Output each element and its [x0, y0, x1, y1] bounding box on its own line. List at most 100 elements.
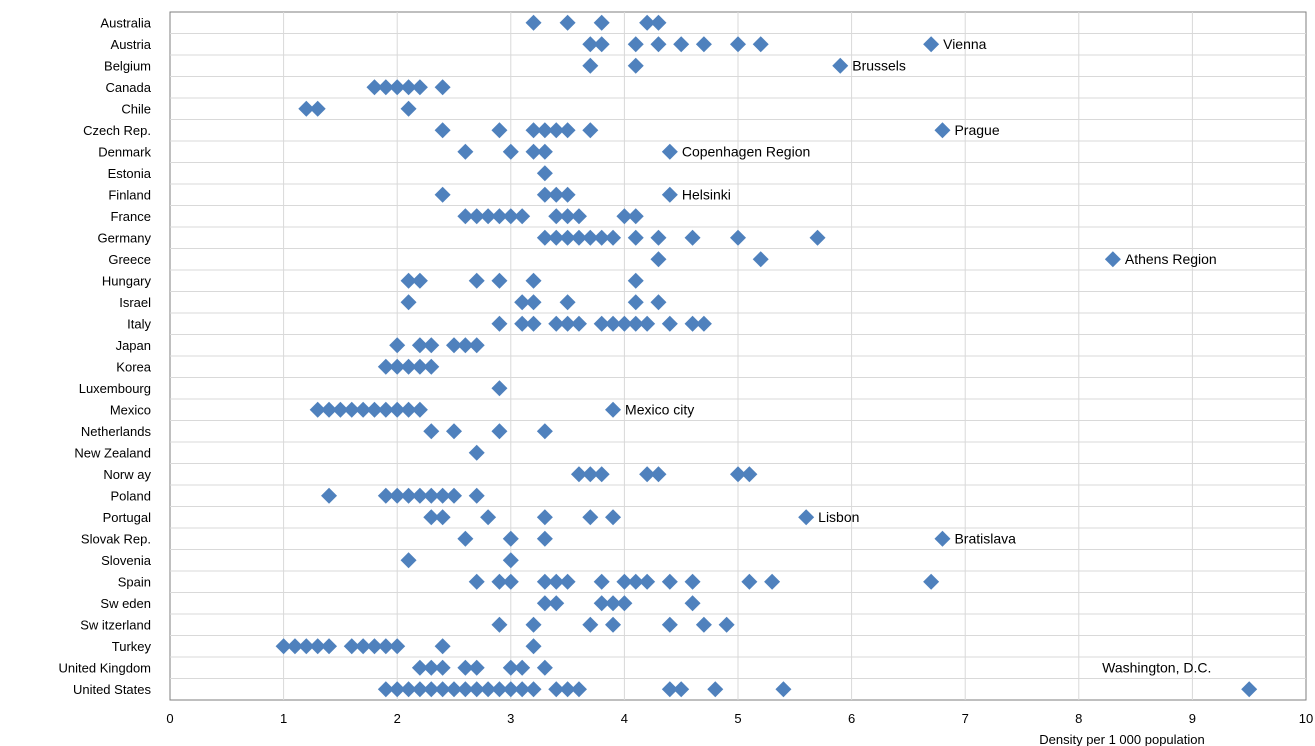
data-point — [764, 573, 781, 590]
annotation-label: Copenhagen Region — [682, 143, 810, 159]
data-point — [411, 79, 428, 96]
data-point — [491, 616, 508, 633]
data-point — [389, 337, 406, 354]
data-point — [605, 315, 622, 332]
data-point — [559, 208, 576, 225]
data-point — [457, 143, 474, 160]
data-point — [298, 100, 315, 117]
data-point — [321, 487, 338, 504]
data-point — [434, 659, 451, 676]
data-point — [536, 165, 553, 182]
x-tick-label: 0 — [166, 711, 173, 726]
category-label: United States — [73, 682, 152, 697]
data-point — [559, 681, 576, 698]
data-point — [627, 573, 644, 590]
data-point — [514, 208, 531, 225]
data-point — [593, 229, 610, 246]
data-point — [411, 337, 428, 354]
data-point — [673, 36, 690, 53]
data-point — [457, 208, 474, 225]
data-point — [400, 401, 417, 418]
x-tick-label: 3 — [507, 711, 514, 726]
data-point — [559, 573, 576, 590]
data-point — [525, 272, 542, 289]
x-tick-label: 1 — [280, 711, 287, 726]
data-point — [400, 100, 417, 117]
data-point — [605, 595, 622, 612]
category-label: Sw itzerland — [80, 617, 151, 632]
data-point — [377, 358, 394, 375]
data-point — [1241, 681, 1258, 698]
data-point — [309, 638, 326, 655]
data-point — [832, 57, 849, 74]
category-label: Czech Rep. — [83, 123, 151, 138]
category-label: Luxembourg — [79, 381, 151, 396]
data-point — [639, 466, 656, 483]
data-point — [502, 208, 519, 225]
data-point — [582, 36, 599, 53]
data-point — [593, 573, 610, 590]
data-point — [593, 315, 610, 332]
data-point — [286, 638, 303, 655]
data-point — [275, 638, 292, 655]
annotation-label: Mexico city — [625, 401, 694, 417]
data-point — [650, 251, 667, 268]
data-point — [355, 401, 372, 418]
data-point — [400, 294, 417, 311]
data-point — [582, 57, 599, 74]
data-point — [502, 530, 519, 547]
data-point — [684, 315, 701, 332]
annotation-label: Vienna — [943, 36, 987, 52]
data-point — [934, 122, 951, 139]
category-label: Canada — [105, 80, 151, 95]
data-point — [423, 681, 440, 698]
data-point — [559, 186, 576, 203]
category-label: Italy — [127, 316, 151, 331]
data-point — [332, 401, 349, 418]
data-point — [480, 208, 497, 225]
annotation-label: Washington, D.C. — [1102, 659, 1211, 675]
data-point — [355, 638, 372, 655]
data-point — [582, 229, 599, 246]
data-point — [798, 509, 815, 526]
data-point — [525, 681, 542, 698]
data-point — [468, 208, 485, 225]
data-point — [548, 208, 565, 225]
data-point — [616, 595, 633, 612]
data-point — [1104, 251, 1121, 268]
data-point — [570, 466, 587, 483]
x-tick-labels: 0 1 2 3 4 5 6 7 8 9 10 — [166, 711, 1313, 726]
data-point — [400, 358, 417, 375]
data-point — [934, 530, 951, 547]
category-label: Spain — [118, 574, 151, 589]
data-point — [423, 659, 440, 676]
data-point — [434, 681, 451, 698]
data-point — [616, 573, 633, 590]
data-point — [639, 573, 656, 590]
data-point — [627, 229, 644, 246]
data-point — [514, 681, 531, 698]
data-point — [536, 530, 553, 547]
category-label: Japan — [116, 338, 151, 353]
data-point — [491, 423, 508, 440]
category-label: New Zealand — [74, 445, 151, 460]
data-point — [605, 229, 622, 246]
data-point — [446, 337, 462, 354]
category-label: Denmark — [98, 144, 151, 159]
data-point — [650, 14, 667, 31]
annotation-label: Prague — [954, 122, 999, 138]
data-point — [491, 208, 508, 225]
data-point — [366, 79, 383, 96]
data-point — [446, 487, 462, 504]
annotation-label: Helsinki — [682, 186, 731, 202]
data-point — [389, 79, 406, 96]
category-label: Netherlands — [81, 424, 152, 439]
data-point — [582, 616, 599, 633]
data-point — [525, 122, 542, 139]
data-point — [502, 552, 519, 569]
data-point — [423, 358, 440, 375]
data-point — [502, 659, 519, 676]
data-point — [582, 509, 599, 526]
x-tick-label: 6 — [848, 711, 855, 726]
data-point — [389, 487, 406, 504]
